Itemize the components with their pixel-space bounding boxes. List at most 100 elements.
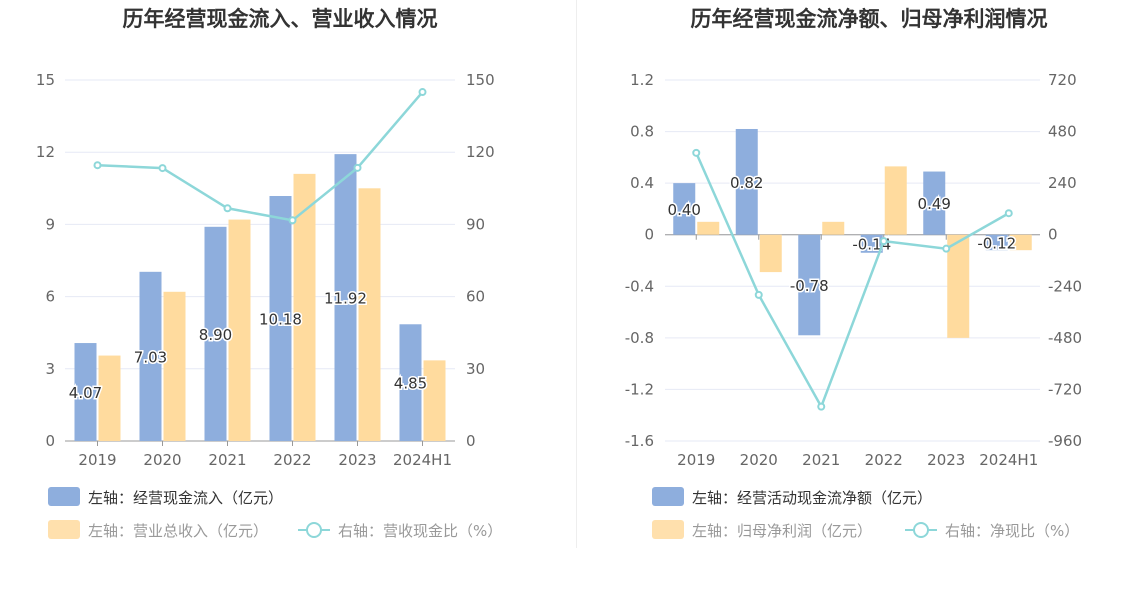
y-right-tick-label: 90	[466, 215, 485, 233]
bar-secondary	[884, 166, 907, 235]
y-right-tick-label: -480	[1048, 329, 1082, 347]
line-point	[93, 161, 102, 170]
line-point	[158, 164, 167, 173]
x-tick-label: 2022	[273, 451, 311, 469]
bar-secondary	[759, 234, 782, 273]
bar-primary	[139, 271, 162, 441]
legend-bar-swatch	[652, 487, 684, 506]
bar-secondary	[1009, 234, 1032, 251]
line-series	[695, 152, 1010, 410]
bar-primary	[673, 183, 696, 235]
line-point	[692, 148, 701, 157]
bar-value-label: 8.90	[199, 326, 232, 344]
y-right-tick-label: 60	[466, 288, 485, 306]
x-tick-label: 2019	[78, 451, 116, 469]
legend-bar-swatch	[48, 487, 80, 506]
y-left-tick-label: 6	[45, 288, 55, 306]
bar-value-label: 7.03	[134, 348, 167, 366]
y-right-tick-label: 0	[466, 432, 476, 450]
line-point	[817, 402, 826, 411]
y-left-tick-label: 0.8	[630, 123, 654, 141]
chart-title: 历年经营现金流入、营业收入情况	[123, 7, 438, 31]
bar-secondary	[358, 188, 381, 441]
y-left-tick-label: -0.8	[625, 329, 654, 347]
x-tick-label: 2023	[338, 451, 376, 469]
bar-secondary	[293, 173, 316, 442]
bar-value-label: 4.07	[69, 384, 102, 402]
y-left-tick-label: 12	[36, 143, 55, 161]
y-left-tick-label: 15	[36, 71, 55, 89]
legend-label: 右轴：营收现金比（%）	[338, 522, 502, 540]
y-right-tick-label: 120	[466, 143, 495, 161]
bar-secondary	[697, 221, 720, 235]
x-tick-label: 2021	[208, 451, 246, 469]
bar-secondary	[228, 219, 251, 441]
line-point	[288, 216, 297, 225]
legend-bar-swatch	[48, 520, 80, 539]
y-left-tick-label: 9	[45, 215, 55, 233]
y-left-tick-label: -1.2	[625, 380, 654, 398]
x-tick-label: 2022	[865, 451, 903, 469]
bar-value-label: -0.78	[790, 277, 829, 295]
y-right-tick-label: 720	[1048, 71, 1077, 89]
line-point	[353, 163, 362, 172]
panel-divider	[576, 0, 577, 548]
bar-primary	[334, 154, 357, 441]
y-left-tick-label: 3	[45, 360, 55, 378]
bar-value-label: 0.49	[918, 195, 951, 213]
y-right-tick-label: -240	[1048, 277, 1082, 295]
bar-primary	[860, 234, 883, 253]
chart-title: 历年经营现金流净额、归母净利润情况	[691, 7, 1048, 31]
x-tick-label: 2020	[740, 451, 778, 469]
line-series	[97, 91, 424, 222]
y-right-tick-label: -960	[1048, 432, 1082, 450]
x-tick-label: 2020	[143, 451, 181, 469]
bar-primary	[735, 128, 758, 235]
line-point	[223, 204, 232, 213]
line-point	[418, 88, 427, 97]
bar-secondary	[822, 221, 845, 235]
y-right-tick-label: 480	[1048, 123, 1077, 141]
bar-value-label: 10.18	[259, 311, 302, 329]
x-tick-label: 2023	[927, 451, 965, 469]
right-chart: 历年经营现金流净额、归母净利润情况 -1.6 -1.2 -0.8 -0.4 0 0.4 0.8…	[625, 7, 1082, 540]
legend-bar-swatch	[652, 520, 684, 539]
legend-label: 左轴：经营活动现金流净额（亿元）	[692, 489, 932, 507]
y-left-tick-label: -0.4	[625, 277, 654, 295]
y-left-tick-label: 0.4	[630, 174, 654, 192]
line-point	[754, 290, 763, 299]
legend-line-marker	[306, 522, 322, 538]
legend-label: 左轴：归母净利润（亿元）	[692, 522, 872, 540]
bar-value-label: 0.40	[668, 201, 701, 219]
y-left-tick-label: 0	[45, 432, 55, 450]
y-right-tick-label: 240	[1048, 174, 1077, 192]
left-chart-panel: 历年经营现金流入、营业收入情况 0 3 6 9 12 15 0 30 60 90 120 150 2019…	[36, 7, 502, 540]
bar-value-label: 11.92	[324, 290, 367, 308]
x-tick-label: 2024H1	[393, 451, 452, 469]
y-right-tick-label: 0	[1048, 226, 1058, 244]
x-tick-label: 2019	[677, 451, 715, 469]
bar-primary	[74, 343, 97, 441]
line-point	[1004, 209, 1013, 218]
y-left-tick-label: -1.6	[625, 432, 654, 450]
bar-secondary	[163, 291, 186, 441]
bar-primary	[923, 171, 946, 235]
bar-secondary	[98, 355, 121, 441]
bar-value-label: 0.82	[730, 174, 763, 192]
bar-primary	[269, 196, 292, 441]
right-chart-panel: 历年经营现金流净额、归母净利润情况 -1.6 -1.2 -0.8 -0.4 0 0.4 0.8…	[574, 0, 1148, 589]
legend-label: 右轴：净现比（%）	[945, 522, 1079, 540]
bar-primary	[985, 234, 1008, 251]
y-left-tick-label: 0	[644, 226, 654, 244]
bar-primary	[798, 234, 821, 336]
bar-value-label: -0.12	[977, 234, 1016, 252]
line-point	[942, 244, 951, 253]
legend-label: 左轴：经营现金流入（亿元）	[88, 489, 283, 507]
x-tick-label: 2021	[802, 451, 840, 469]
bar-secondary	[423, 360, 446, 441]
legend-line-marker	[913, 522, 929, 538]
y-right-tick-label: 150	[466, 71, 495, 89]
legend-label: 左轴：营业总收入（亿元）	[88, 522, 268, 540]
bar-primary	[399, 324, 422, 441]
left-chart: 历年经营现金流入、营业收入情况0369121503060901201502019…	[36, 7, 502, 540]
